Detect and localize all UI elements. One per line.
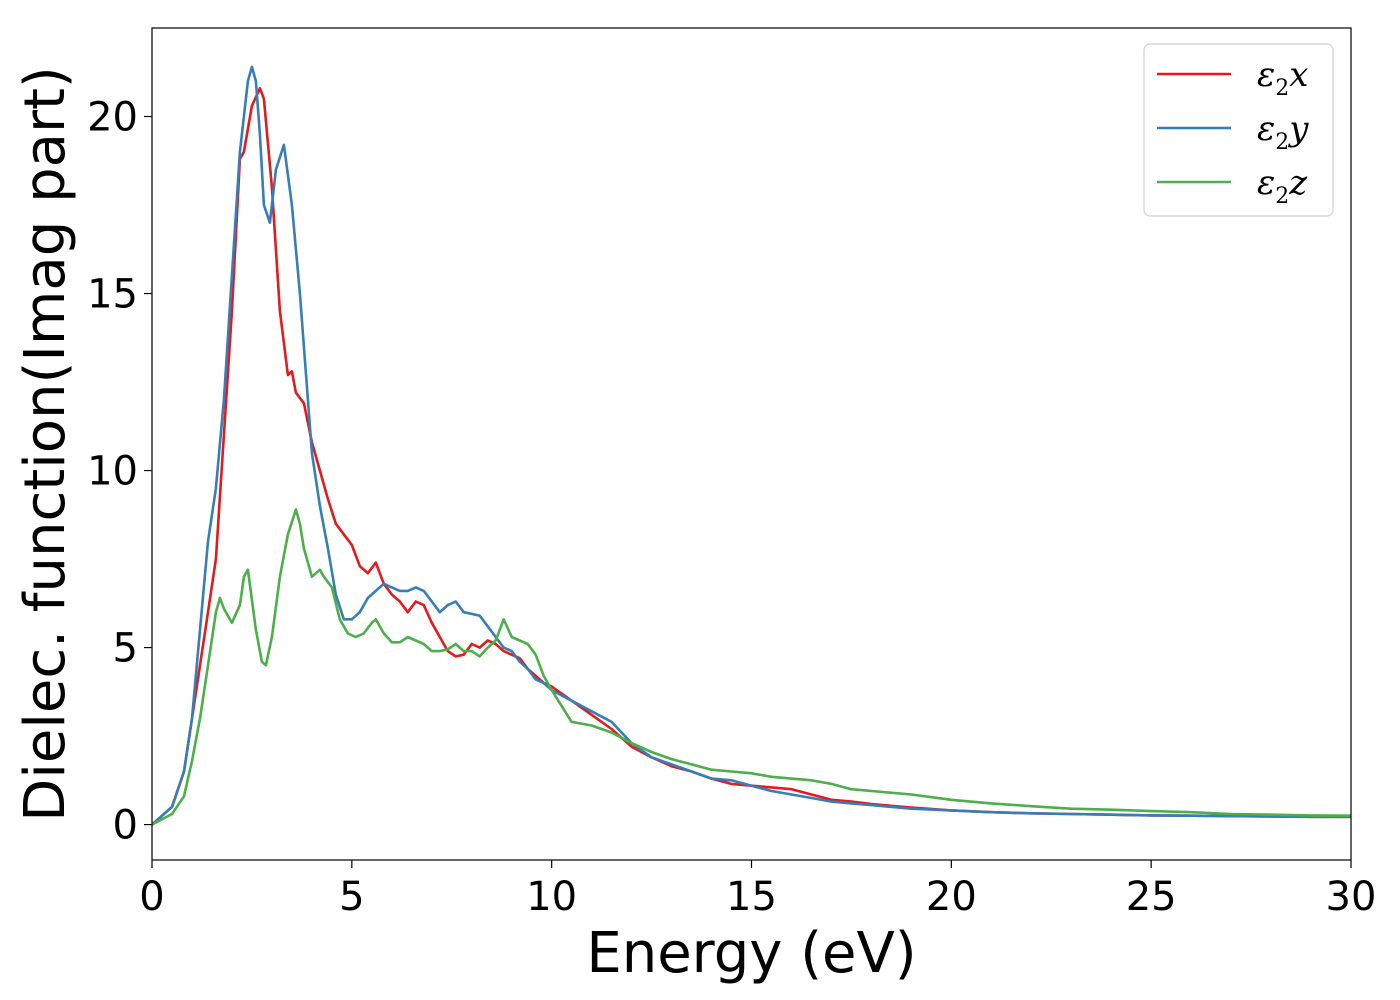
series-line-z bbox=[152, 508, 1351, 826]
legend-variable: z bbox=[1288, 163, 1308, 203]
legend-subscript: 2 bbox=[1275, 76, 1289, 101]
legend-box bbox=[1143, 43, 1334, 217]
y-axis-label: Dielec. function(Imag part) bbox=[13, 66, 78, 822]
y-tick-label: 0 bbox=[113, 803, 138, 849]
x-axis-label: Energy (eV) bbox=[586, 921, 916, 986]
legend-main: ε bbox=[1257, 109, 1275, 149]
x-tick-label: 20 bbox=[926, 874, 977, 920]
legend-subscript: 2 bbox=[1275, 130, 1289, 155]
plot-series-group bbox=[152, 65, 1351, 826]
y-axis: 0 5 10 15 20 bbox=[87, 95, 152, 849]
y-tick-label: 10 bbox=[87, 449, 138, 495]
legend-main: ε bbox=[1257, 163, 1275, 203]
x-axis: 0 5 10 15 20 25 30 bbox=[139, 860, 1376, 920]
x-tick-label: 25 bbox=[1126, 874, 1177, 920]
series-line-y bbox=[152, 65, 1351, 826]
legend-subscript: 2 bbox=[1275, 184, 1289, 209]
y-tick-label: 15 bbox=[87, 272, 138, 318]
legend-main: ε bbox=[1257, 55, 1275, 95]
y-tick-label: 20 bbox=[87, 95, 138, 141]
legend-label-y: ε2y bbox=[1257, 109, 1309, 155]
y-tick-label: 5 bbox=[113, 626, 138, 672]
x-tick-label: 10 bbox=[526, 874, 577, 920]
x-tick-label: 5 bbox=[339, 874, 364, 920]
legend-label-z: ε2z bbox=[1257, 163, 1308, 209]
legend-label-x: ε2x bbox=[1257, 55, 1308, 101]
x-tick-label: 0 bbox=[139, 874, 164, 920]
series-line-x bbox=[152, 86, 1351, 826]
legend-variable: y bbox=[1287, 109, 1309, 149]
x-tick-label: 30 bbox=[1326, 874, 1377, 920]
legend-variable: x bbox=[1289, 55, 1308, 95]
x-tick-label: 15 bbox=[726, 874, 777, 920]
